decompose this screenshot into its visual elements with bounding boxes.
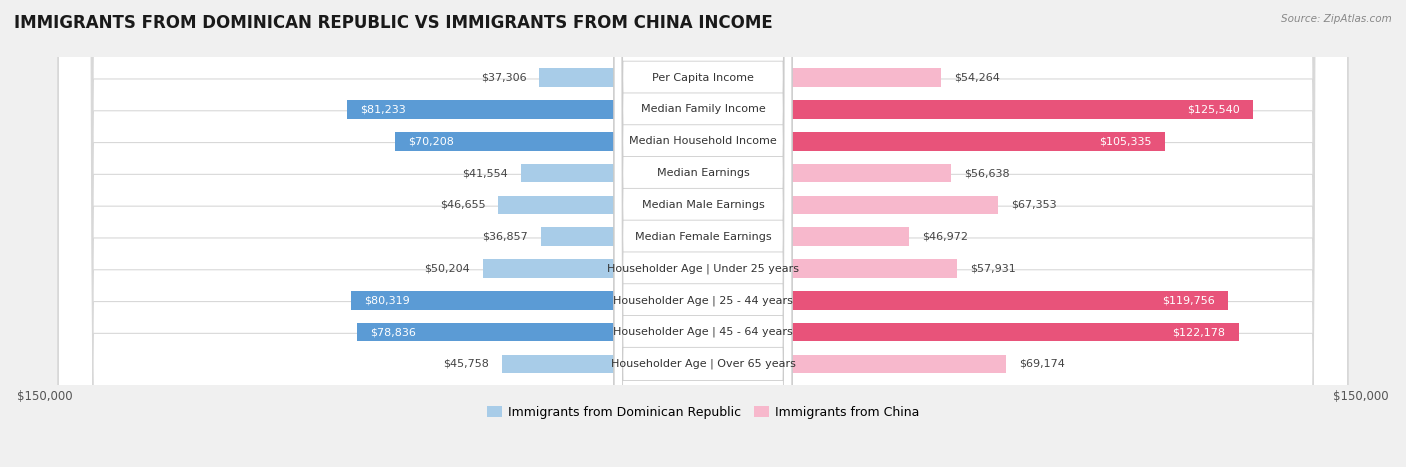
Text: Source: ZipAtlas.com: Source: ZipAtlas.com (1281, 14, 1392, 24)
Bar (703, 164, 952, 182)
Text: $57,931: $57,931 (970, 263, 1017, 274)
FancyBboxPatch shape (614, 0, 792, 467)
Bar (703, 259, 957, 278)
Bar (499, 196, 703, 214)
Text: IMMIGRANTS FROM DOMINICAN REPUBLIC VS IMMIGRANTS FROM CHINA INCOME: IMMIGRANTS FROM DOMINICAN REPUBLIC VS IM… (14, 14, 773, 32)
FancyBboxPatch shape (59, 0, 1347, 467)
Bar (347, 100, 703, 119)
Bar (703, 291, 1227, 310)
Bar (520, 164, 703, 182)
FancyBboxPatch shape (59, 0, 1347, 467)
Text: Median Household Income: Median Household Income (628, 136, 778, 146)
FancyBboxPatch shape (59, 0, 1347, 467)
Bar (482, 259, 703, 278)
Bar (703, 354, 1007, 373)
FancyBboxPatch shape (614, 0, 792, 467)
FancyBboxPatch shape (59, 0, 1347, 467)
Text: $56,638: $56,638 (965, 168, 1010, 178)
FancyBboxPatch shape (614, 0, 792, 467)
Text: $45,758: $45,758 (443, 359, 489, 369)
Bar (541, 227, 703, 246)
Text: $70,208: $70,208 (408, 136, 454, 146)
Text: Per Capita Income: Per Capita Income (652, 73, 754, 83)
Bar (352, 291, 703, 310)
Text: Householder Age | 25 - 44 years: Householder Age | 25 - 44 years (613, 295, 793, 305)
FancyBboxPatch shape (59, 0, 1347, 467)
Text: $69,174: $69,174 (1019, 359, 1066, 369)
FancyBboxPatch shape (59, 0, 1347, 467)
Bar (357, 323, 703, 341)
Text: Median Male Earnings: Median Male Earnings (641, 200, 765, 210)
Text: $80,319: $80,319 (364, 295, 409, 305)
FancyBboxPatch shape (614, 0, 792, 467)
FancyBboxPatch shape (59, 0, 1347, 467)
Text: $81,233: $81,233 (360, 105, 406, 114)
Text: $54,264: $54,264 (955, 73, 1000, 83)
FancyBboxPatch shape (59, 0, 1347, 467)
Bar (703, 69, 941, 87)
Text: $125,540: $125,540 (1188, 105, 1240, 114)
Bar (703, 196, 998, 214)
Text: $67,353: $67,353 (1011, 200, 1057, 210)
Text: $78,836: $78,836 (370, 327, 416, 337)
Text: Median Earnings: Median Earnings (657, 168, 749, 178)
Text: $36,857: $36,857 (482, 232, 529, 242)
Bar (502, 354, 703, 373)
FancyBboxPatch shape (614, 0, 792, 467)
FancyBboxPatch shape (59, 0, 1347, 467)
FancyBboxPatch shape (614, 0, 792, 467)
Text: Householder Age | Under 25 years: Householder Age | Under 25 years (607, 263, 799, 274)
Text: Median Family Income: Median Family Income (641, 105, 765, 114)
Text: $37,306: $37,306 (481, 73, 526, 83)
Text: Householder Age | 45 - 64 years: Householder Age | 45 - 64 years (613, 327, 793, 337)
FancyBboxPatch shape (614, 0, 792, 467)
Text: Householder Age | Over 65 years: Householder Age | Over 65 years (610, 359, 796, 369)
FancyBboxPatch shape (614, 0, 792, 467)
Text: $122,178: $122,178 (1173, 327, 1226, 337)
Text: $119,756: $119,756 (1163, 295, 1215, 305)
Bar (540, 69, 703, 87)
Text: Median Female Earnings: Median Female Earnings (634, 232, 772, 242)
Bar (395, 132, 703, 150)
FancyBboxPatch shape (614, 0, 792, 467)
FancyBboxPatch shape (59, 0, 1347, 467)
FancyBboxPatch shape (614, 0, 792, 467)
Legend: Immigrants from Dominican Republic, Immigrants from China: Immigrants from Dominican Republic, Immi… (482, 401, 924, 424)
Bar (703, 132, 1164, 150)
Bar (703, 323, 1239, 341)
Text: $50,204: $50,204 (425, 263, 470, 274)
Bar (703, 100, 1254, 119)
Text: $41,554: $41,554 (463, 168, 508, 178)
Bar (703, 227, 908, 246)
Text: $46,655: $46,655 (440, 200, 485, 210)
Text: $105,335: $105,335 (1099, 136, 1152, 146)
Text: $46,972: $46,972 (922, 232, 969, 242)
